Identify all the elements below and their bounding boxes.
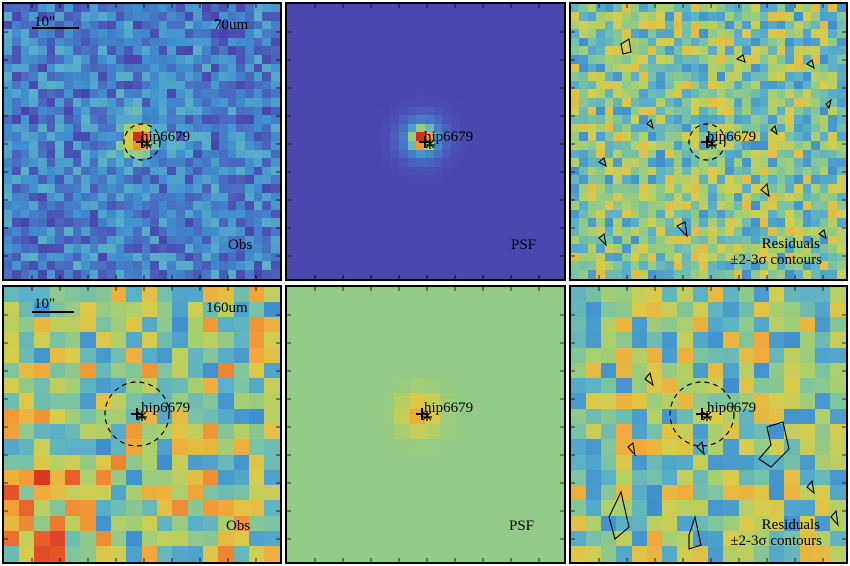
axis-ticks (287, 287, 564, 562)
source-asterisk (702, 411, 712, 421)
overlay-70um-residual (571, 4, 846, 279)
source-label: hip6679 (141, 129, 191, 145)
band-label: 70um (214, 17, 249, 33)
source-label: hip6679 (707, 400, 757, 416)
source-label: hip6679 (141, 400, 191, 416)
contour (830, 509, 839, 527)
aperture-circle (669, 381, 735, 447)
panel-label: Obs (226, 518, 251, 534)
overlay-160um-obs (4, 287, 280, 562)
panel-label: PSF (511, 237, 537, 253)
source-cross (131, 408, 143, 420)
axis-ticks (4, 287, 280, 562)
contour (608, 490, 630, 540)
panel-label: Obs (228, 237, 253, 253)
source-asterisk (425, 139, 435, 149)
panel-70um-psf: hip6679 PSF (285, 2, 566, 281)
image-160um-obs (4, 287, 280, 562)
contour (646, 118, 654, 130)
panel-label-contours: ±2-3σ contours (730, 252, 822, 268)
panel-160um-obs: 160um 10" hip6679 Obs (2, 285, 282, 564)
panel-label-contours: ±2-3σ contours (730, 533, 822, 549)
contour (825, 98, 832, 110)
contour (644, 371, 654, 387)
aperture-circle (688, 123, 726, 161)
contour (760, 182, 770, 198)
contour (806, 479, 815, 495)
axis-ticks (4, 4, 280, 279)
source-asterisk (142, 139, 152, 149)
axis-ticks (571, 287, 846, 562)
panel-70um-obs: 70um 10" hip6679 Obs (2, 2, 282, 281)
contour (676, 221, 688, 238)
band-label: 160um (206, 300, 248, 316)
image-160um-residual (571, 287, 846, 562)
panel-160um-residual: hip6679 Residuals ±2-3σ contours (569, 285, 848, 564)
contour (758, 421, 790, 468)
scale-bar-label: 10" (34, 14, 56, 30)
source-asterisk (707, 139, 717, 149)
contour (735, 54, 746, 63)
overlay-70um-psf (287, 4, 564, 279)
panel-160um-psf: hip6679 PSF (285, 285, 566, 564)
overlay-160um-residual (571, 287, 846, 562)
panel-label-residuals: Residuals (761, 517, 820, 533)
contour (620, 38, 632, 55)
contour (688, 514, 702, 550)
contour (598, 157, 607, 168)
panel-label: PSF (509, 518, 535, 534)
axis-ticks (571, 4, 846, 279)
source-label: hip6679 (424, 400, 474, 416)
contour (627, 441, 636, 457)
panel-label-residuals: Residuals (761, 236, 820, 252)
image-160um-psf (287, 287, 564, 562)
source-asterisk (422, 411, 432, 421)
contour (818, 229, 827, 240)
panel-70um-residual: hip6679 Residuals ±2-3σ contours (569, 2, 848, 281)
source-label: hip6679 (707, 129, 757, 145)
source-cross (416, 408, 428, 420)
source-cross (419, 136, 431, 148)
overlay-70um-obs (4, 4, 280, 279)
source-asterisk (137, 411, 147, 421)
contour (770, 124, 778, 136)
aperture-circle (104, 381, 170, 447)
contour (696, 440, 705, 456)
source-label: hip6679 (424, 129, 474, 145)
scale-bar-label: 10" (34, 296, 56, 312)
axis-ticks (287, 4, 564, 279)
contour (598, 232, 607, 247)
aperture-circle (123, 123, 161, 161)
source-cross (701, 136, 713, 148)
contour (806, 59, 815, 70)
source-cross (696, 408, 708, 420)
overlay-160um-psf (287, 287, 564, 562)
source-cross (136, 136, 148, 148)
